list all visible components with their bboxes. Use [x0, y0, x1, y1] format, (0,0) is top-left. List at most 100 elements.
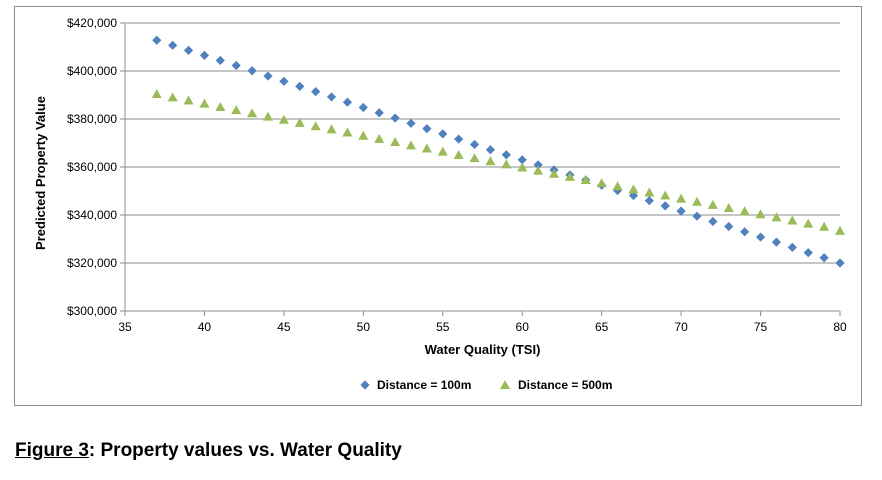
data-point — [310, 121, 321, 131]
series-1 — [152, 35, 845, 268]
y-tick-label: $380,000 — [67, 112, 117, 126]
data-point — [755, 209, 766, 219]
y-tick-label: $340,000 — [67, 208, 117, 222]
data-point — [740, 227, 750, 237]
data-point — [819, 221, 830, 231]
data-point — [168, 40, 178, 50]
y-tick-label: $420,000 — [67, 16, 117, 30]
data-point — [390, 113, 400, 123]
data-point — [326, 92, 337, 102]
figure-caption-label: Figure 3 — [15, 440, 89, 461]
data-point — [755, 232, 766, 242]
data-point — [342, 97, 353, 107]
x-tick-label: 80 — [833, 320, 847, 334]
data-point — [358, 130, 369, 140]
legend: Distance = 100m Distance = 500m — [360, 378, 612, 392]
data-point — [628, 184, 639, 194]
data-point — [660, 190, 671, 200]
data-point — [660, 201, 670, 211]
data-point — [183, 45, 194, 55]
chart-svg: $300,000 $320,000 $340,000 $360,000 $380,000… — [33, 16, 847, 392]
data-point — [438, 129, 448, 139]
axes — [120, 22, 841, 316]
data-point — [676, 193, 687, 203]
data-point — [771, 237, 782, 247]
x-tick-label: 50 — [357, 320, 371, 334]
data-point — [152, 35, 162, 45]
legend-marker — [360, 380, 370, 390]
data-point — [215, 102, 226, 111]
y-tick-label: $360,000 — [67, 160, 117, 174]
data-point — [311, 87, 321, 97]
data-point — [819, 253, 829, 263]
data-point — [406, 118, 416, 128]
data-point — [183, 95, 194, 105]
data-point — [422, 124, 432, 134]
data-point — [295, 81, 305, 91]
x-tick-label: 60 — [516, 320, 530, 334]
x-tick-label: 70 — [674, 320, 688, 334]
x-tick-label: 65 — [595, 320, 609, 334]
x-tick-label: 55 — [436, 320, 450, 334]
data-point — [247, 108, 258, 118]
data-point — [501, 159, 512, 169]
data-point — [485, 156, 496, 166]
data-point — [469, 153, 480, 163]
data-point — [533, 160, 543, 170]
data-point — [247, 66, 257, 76]
data-point — [596, 178, 607, 188]
data-point — [199, 50, 210, 60]
data-point — [263, 71, 273, 81]
data-point — [421, 143, 432, 153]
data-point — [517, 155, 527, 165]
data-point — [724, 221, 734, 232]
data-point — [835, 258, 845, 268]
data-point — [231, 60, 241, 71]
data-point — [692, 211, 702, 221]
data-point — [437, 146, 448, 156]
y-tick-label: $400,000 — [67, 64, 117, 78]
data-point — [374, 108, 384, 118]
y-tick-label: $300,000 — [67, 304, 117, 318]
data-point — [326, 124, 337, 134]
data-point — [803, 248, 813, 258]
data-point — [231, 105, 242, 115]
data-point — [199, 98, 210, 108]
data-point — [517, 162, 528, 172]
data-point — [390, 137, 401, 147]
data-point — [692, 196, 702, 206]
data-point — [278, 114, 289, 124]
data-point — [167, 92, 178, 102]
data-point — [580, 174, 591, 184]
y-tick-label: $320,000 — [67, 256, 117, 270]
data-point — [644, 196, 654, 206]
data-point — [406, 140, 416, 150]
data-point — [454, 134, 464, 144]
data-point — [533, 165, 544, 175]
data-point — [294, 117, 305, 127]
figure-caption-text: : Property values vs. Water Quality — [88, 440, 402, 461]
data-point — [485, 145, 496, 155]
data-point — [453, 150, 464, 159]
data-point — [676, 206, 686, 216]
figure-caption: Figure 3: Property values vs. Water Qual… — [15, 440, 402, 462]
series-2 — [151, 89, 845, 235]
data-point — [564, 171, 575, 181]
x-tick-label: 35 — [118, 320, 132, 334]
data-point — [358, 102, 368, 113]
data-point — [771, 212, 782, 222]
data-point — [787, 215, 798, 225]
chart-frame: $300,000 $320,000 $340,000 $360,000 $380,000… — [14, 6, 862, 406]
data-point — [374, 133, 385, 143]
data-point — [707, 199, 718, 209]
x-tick-label: 75 — [754, 320, 768, 334]
data-point — [501, 150, 511, 160]
legend-label: Distance = 100m — [377, 378, 471, 392]
legend-label: Distance = 500m — [518, 378, 612, 392]
x-axis-title: Water Quality (TSI) — [425, 342, 541, 357]
gridlines — [125, 22, 840, 264]
data-point — [215, 55, 225, 66]
data-point — [644, 187, 655, 197]
x-tick-label: 40 — [198, 320, 212, 334]
y-axis-title: Predicted Property Value — [33, 96, 48, 250]
